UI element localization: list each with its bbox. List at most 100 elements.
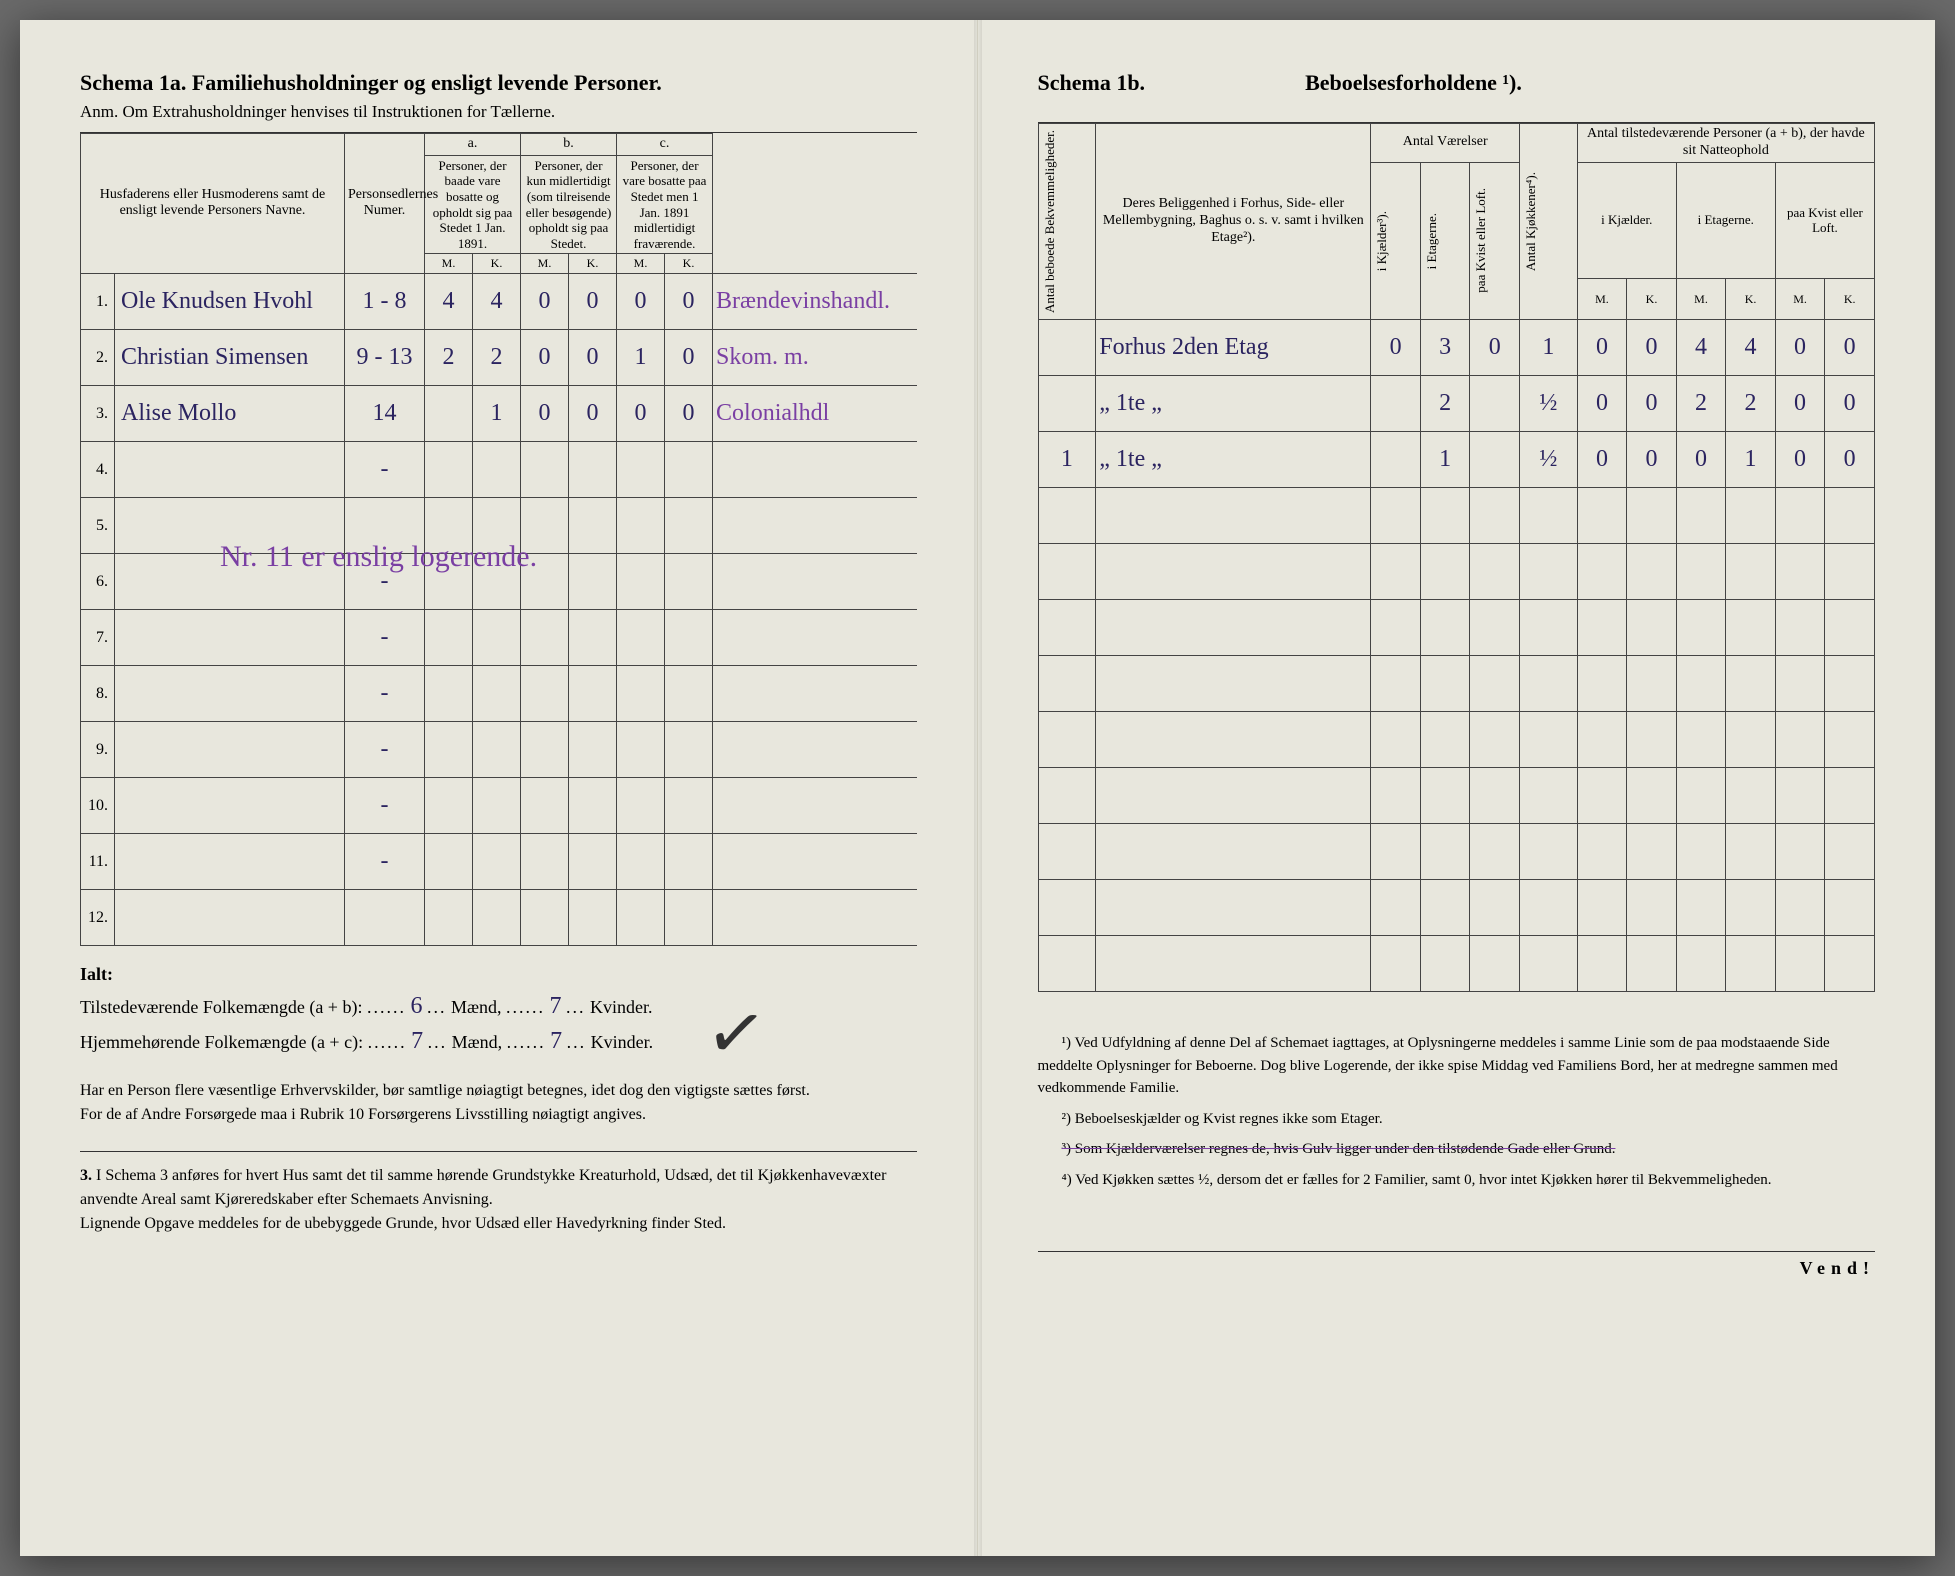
cell: 0 bbox=[1627, 376, 1677, 432]
cell: 0 bbox=[1775, 320, 1825, 376]
cell bbox=[1726, 880, 1776, 936]
cell bbox=[1519, 880, 1577, 936]
cell: 3 bbox=[1420, 320, 1470, 376]
cell bbox=[521, 721, 569, 777]
hdr-numer: Personsedlernes Numer. bbox=[345, 134, 425, 274]
mk: M. bbox=[1775, 278, 1825, 319]
cell bbox=[665, 665, 713, 721]
cell bbox=[1627, 824, 1677, 880]
cell bbox=[425, 441, 473, 497]
cell bbox=[1676, 824, 1726, 880]
hdr-vkv: paa Kvist eller Loft. bbox=[1473, 184, 1489, 297]
cell: Colonialhdl bbox=[713, 385, 917, 441]
cell: 1 bbox=[473, 385, 521, 441]
hdr-pkv: paa Kvist eller Loft. bbox=[1775, 162, 1874, 278]
cell bbox=[1627, 656, 1677, 712]
cell bbox=[1470, 768, 1520, 824]
cell bbox=[569, 553, 617, 609]
cell: „ 1te „ bbox=[1096, 376, 1371, 432]
table-1b: Antal beboede Bekvemmeligheder. Deres Be… bbox=[1038, 123, 1876, 992]
cell bbox=[1676, 712, 1726, 768]
cell: 0 bbox=[665, 273, 713, 329]
cell bbox=[665, 777, 713, 833]
cell bbox=[1726, 600, 1776, 656]
cell bbox=[1825, 488, 1875, 544]
footnotes-right: ¹) Ved Udfyldning af denne Del af Schema… bbox=[1038, 1032, 1876, 1191]
cell: 0 bbox=[1577, 320, 1627, 376]
cell bbox=[665, 721, 713, 777]
til-m: 6 bbox=[410, 993, 422, 1019]
cell: 0 bbox=[665, 385, 713, 441]
cell: 0 bbox=[521, 329, 569, 385]
totals-block: Ialt: Tilstedeværende Folkemængde (a + b… bbox=[80, 964, 917, 1055]
cell: 0 bbox=[1371, 320, 1421, 376]
cell bbox=[521, 833, 569, 889]
hdr-b-text: Personer, der kun midlertidigt (som tilr… bbox=[521, 155, 617, 254]
cell bbox=[1420, 768, 1470, 824]
cell: 2 bbox=[1676, 376, 1726, 432]
mk: K. bbox=[1825, 278, 1875, 319]
cell bbox=[1470, 600, 1520, 656]
cell bbox=[713, 497, 917, 553]
cell bbox=[1420, 936, 1470, 992]
table-row: Forhus 2den Etag0301004400 bbox=[1038, 320, 1875, 376]
cell bbox=[1371, 376, 1421, 432]
left-page: Schema 1a. Familiehusholdninger og ensli… bbox=[20, 20, 978, 1556]
cell: 0 bbox=[1825, 376, 1875, 432]
schema-1a-title: Schema 1a. Familiehusholdninger og ensli… bbox=[80, 70, 917, 96]
cell: ½ bbox=[1519, 376, 1577, 432]
cell bbox=[1420, 880, 1470, 936]
cell bbox=[1577, 936, 1627, 992]
table-row: 7.- bbox=[81, 609, 917, 665]
census-sheet: Schema 1a. Familiehusholdninger og ensli… bbox=[20, 20, 1935, 1556]
cell bbox=[473, 609, 521, 665]
cell bbox=[713, 721, 917, 777]
cell bbox=[569, 609, 617, 665]
cell bbox=[115, 721, 345, 777]
cell: 10. bbox=[81, 777, 115, 833]
table-row bbox=[1038, 768, 1875, 824]
cell bbox=[1420, 600, 1470, 656]
cell bbox=[425, 385, 473, 441]
cell: 1 bbox=[1038, 432, 1096, 488]
table-row bbox=[1038, 544, 1875, 600]
cell: 0 bbox=[1775, 432, 1825, 488]
ialt-label: Ialt: bbox=[80, 964, 113, 984]
hdr-c-text: Personer, der vare bosatte paa Stedet me… bbox=[617, 155, 713, 254]
mk: K. bbox=[1726, 278, 1776, 319]
cell bbox=[1519, 936, 1577, 992]
note1: ¹) Ved Udfyldning af denne Del af Schema… bbox=[1038, 1032, 1876, 1100]
hdr-trade-blank bbox=[713, 134, 917, 274]
cell bbox=[1726, 488, 1776, 544]
cell bbox=[473, 441, 521, 497]
cell bbox=[1371, 544, 1421, 600]
cell bbox=[1470, 544, 1520, 600]
cell bbox=[617, 889, 665, 945]
cell bbox=[1577, 656, 1627, 712]
cell bbox=[617, 609, 665, 665]
cell bbox=[1825, 936, 1875, 992]
cell: 11. bbox=[81, 833, 115, 889]
cell bbox=[617, 665, 665, 721]
note4: ⁴) Ved Kjøkken sættes ½, dersom det er f… bbox=[1038, 1169, 1876, 1192]
cell bbox=[1825, 656, 1875, 712]
cell bbox=[665, 441, 713, 497]
cell: 0 bbox=[1775, 376, 1825, 432]
cell bbox=[569, 497, 617, 553]
maend-2: Mænd, bbox=[452, 1032, 503, 1052]
right-page: Schema 1b. Beboelsesforholdene ¹). Antal… bbox=[978, 20, 1936, 1556]
cell: 2 bbox=[1726, 376, 1776, 432]
cell bbox=[1371, 712, 1421, 768]
cell bbox=[425, 777, 473, 833]
cell bbox=[115, 777, 345, 833]
cell: 4 bbox=[1726, 320, 1776, 376]
cell bbox=[1420, 488, 1470, 544]
cell bbox=[1825, 880, 1875, 936]
cell: - bbox=[345, 609, 425, 665]
hdr-aK: K. bbox=[473, 254, 521, 273]
cell bbox=[1775, 936, 1825, 992]
cell bbox=[1676, 488, 1726, 544]
hdr-b-label: b. bbox=[521, 134, 617, 156]
hj-k: 7 bbox=[550, 1028, 562, 1054]
cell: 2 bbox=[425, 329, 473, 385]
